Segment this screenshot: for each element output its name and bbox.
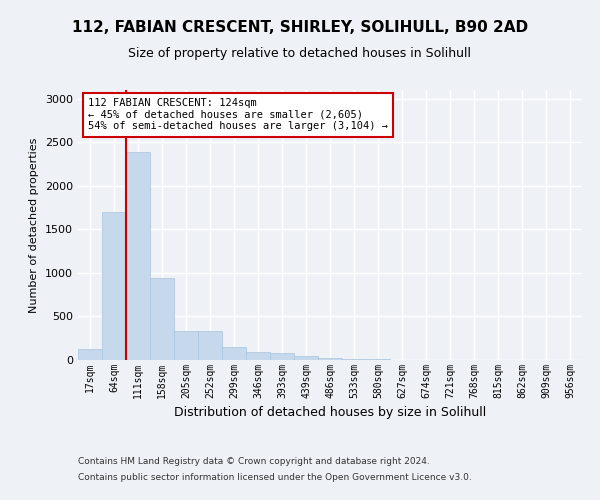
Text: Contains HM Land Registry data © Crown copyright and database right 2024.: Contains HM Land Registry data © Crown c…	[78, 458, 430, 466]
Bar	[342, 359, 366, 360]
Bar	[102, 212, 126, 360]
Bar	[270, 354, 294, 360]
Bar	[294, 356, 318, 360]
Bar	[126, 152, 150, 360]
Bar	[174, 332, 198, 360]
Bar	[318, 358, 342, 360]
X-axis label: Distribution of detached houses by size in Solihull: Distribution of detached houses by size …	[174, 406, 486, 420]
Text: 112 FABIAN CRESCENT: 124sqm
← 45% of detached houses are smaller (2,605)
54% of : 112 FABIAN CRESCENT: 124sqm ← 45% of det…	[88, 98, 388, 132]
Bar	[246, 352, 270, 360]
Text: 112, FABIAN CRESCENT, SHIRLEY, SOLIHULL, B90 2AD: 112, FABIAN CRESCENT, SHIRLEY, SOLIHULL,…	[72, 20, 528, 35]
Text: Contains public sector information licensed under the Open Government Licence v3: Contains public sector information licen…	[78, 472, 472, 482]
Bar	[198, 332, 222, 360]
Bar	[222, 347, 246, 360]
Y-axis label: Number of detached properties: Number of detached properties	[29, 138, 40, 312]
Bar	[78, 348, 102, 360]
Text: Size of property relative to detached houses in Solihull: Size of property relative to detached ho…	[128, 48, 472, 60]
Bar	[150, 278, 174, 360]
Bar	[366, 359, 390, 360]
